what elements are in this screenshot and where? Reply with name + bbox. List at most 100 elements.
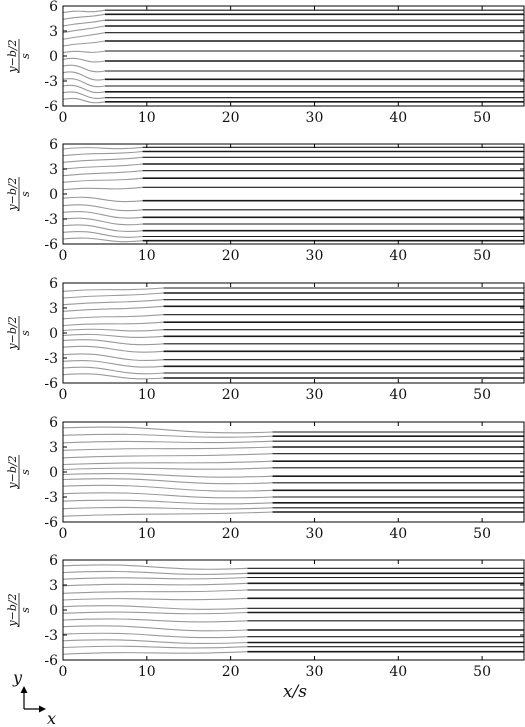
streamline-near bbox=[62, 204, 143, 212]
streamlines bbox=[62, 564, 524, 655]
streamline-near bbox=[62, 217, 143, 226]
streamline-near bbox=[62, 605, 248, 610]
y-axis-label-numerator: y−b/2 bbox=[6, 177, 19, 211]
streamline-near bbox=[62, 237, 143, 243]
streamline-near bbox=[62, 373, 164, 380]
x-tick-label: 20 bbox=[222, 248, 240, 264]
y-tick-label: 6 bbox=[49, 276, 58, 292]
streamline-panel-5: 0 10 20 30 40 50 -6 -3 0 3 6 y−b/2 s bbox=[6, 553, 525, 680]
streamline-near bbox=[62, 353, 164, 361]
streamline-near bbox=[62, 499, 273, 505]
streamline-panel-3: 0 10 20 30 40 50 -6 -3 0 3 6 y−b/2 s bbox=[6, 276, 525, 403]
streamline-near bbox=[62, 231, 143, 238]
streamline-near bbox=[62, 589, 248, 594]
streamline-near bbox=[62, 211, 143, 219]
plot-frame bbox=[62, 5, 525, 107]
y-axis-label: y−b/2 s bbox=[6, 593, 32, 628]
streamline-near bbox=[62, 639, 248, 645]
y-tick-label: 0 bbox=[49, 465, 58, 481]
y-tick-label: -3 bbox=[44, 212, 58, 228]
streamlines bbox=[62, 287, 524, 380]
axes-indicator-y-arrowhead bbox=[20, 686, 28, 693]
streamline-near bbox=[62, 146, 143, 150]
streamline-near bbox=[62, 625, 248, 632]
y-tick-label: 0 bbox=[49, 187, 58, 203]
streamline-near bbox=[62, 492, 273, 499]
y-tick-label: -6 bbox=[44, 653, 58, 669]
x-tick-label: 20 bbox=[222, 110, 240, 126]
streamline-near bbox=[62, 645, 248, 649]
y-axis-label-numerator: y−b/2 bbox=[6, 455, 19, 489]
x-tick-label: 10 bbox=[138, 110, 156, 126]
streamline-near bbox=[62, 632, 248, 639]
x-tick-label: 30 bbox=[306, 526, 324, 542]
y-tick-label: -6 bbox=[44, 515, 58, 531]
y-axis-label-numerator: y−b/2 bbox=[6, 39, 19, 73]
streamline-near bbox=[62, 345, 164, 353]
axis-ticks: 0 10 20 30 40 50 -6 -3 0 3 6 bbox=[44, 137, 524, 264]
streamline-near bbox=[62, 13, 106, 20]
plot-frame bbox=[62, 143, 525, 245]
x-tick-label: 50 bbox=[473, 387, 491, 403]
x-tick-label: 40 bbox=[389, 110, 407, 126]
y-axis-label-numerator: y−b/2 bbox=[6, 316, 19, 350]
x-tick-label: 50 bbox=[473, 664, 491, 680]
streamline-near bbox=[62, 478, 273, 485]
streamline-near bbox=[62, 292, 164, 299]
y-tick-label: -3 bbox=[44, 74, 58, 90]
streamline-near bbox=[62, 576, 248, 580]
y-tick-label: -6 bbox=[44, 237, 58, 253]
streamline-near bbox=[62, 582, 248, 587]
axis-ticks: 0 10 20 30 40 50 -6 -3 0 3 6 bbox=[44, 553, 524, 680]
streamline-near bbox=[62, 467, 273, 471]
x-tick-label: 30 bbox=[306, 664, 324, 680]
streamline-near bbox=[62, 186, 143, 191]
x-tick-label: 20 bbox=[222, 526, 240, 542]
x-tick-label: 40 bbox=[389, 664, 407, 680]
streamline-near bbox=[62, 453, 273, 459]
x-tick-label: 30 bbox=[306, 387, 324, 403]
y-tick-label: 0 bbox=[49, 49, 58, 65]
y-axis-label-denominator: s bbox=[19, 191, 32, 197]
streamline-near bbox=[62, 440, 273, 444]
x-tick-label: 0 bbox=[59, 664, 68, 680]
streamline-near bbox=[62, 163, 143, 170]
streamline-panel-4: 0 10 20 30 40 50 -6 -3 0 3 6 y−b/2 s bbox=[6, 415, 525, 542]
y-tick-label: 3 bbox=[49, 24, 58, 40]
axes-indicator: y x bbox=[12, 668, 56, 727]
streamline-near bbox=[62, 570, 248, 575]
y-axis-label-denominator: s bbox=[19, 330, 32, 336]
axis-ticks: 0 10 20 30 40 50 -6 -3 0 3 6 bbox=[44, 415, 524, 542]
streamline-near bbox=[62, 224, 143, 232]
streamline-near bbox=[62, 314, 164, 320]
x-tick-label: 20 bbox=[222, 387, 240, 403]
streamline-near bbox=[62, 156, 143, 163]
streamline-near bbox=[62, 618, 248, 623]
streamline-near bbox=[62, 321, 164, 327]
streamline-near bbox=[62, 177, 143, 183]
axes-indicator-y-label: y bbox=[12, 668, 23, 687]
streamline-near bbox=[62, 25, 106, 34]
streamline-near bbox=[62, 484, 273, 492]
streamline-near bbox=[62, 433, 273, 438]
y-tick-label: 3 bbox=[49, 301, 58, 317]
axis-ticks: 0 10 20 30 40 50 -6 -3 0 3 6 bbox=[44, 0, 524, 126]
streamline-near bbox=[62, 9, 106, 14]
streamline-near bbox=[62, 64, 106, 73]
y-axis-label: y−b/2 s bbox=[6, 177, 32, 212]
x-tick-label: 50 bbox=[473, 526, 491, 542]
axes-indicator-x-label: x bbox=[47, 709, 56, 727]
streamline-near bbox=[62, 564, 248, 570]
streamline-near bbox=[62, 511, 273, 517]
streamline-near bbox=[62, 328, 164, 332]
streamline-near bbox=[62, 40, 106, 47]
streamlines bbox=[62, 426, 524, 517]
y-tick-label: 3 bbox=[49, 440, 58, 456]
streamline-near bbox=[62, 50, 106, 54]
streamlines bbox=[62, 146, 524, 243]
x-axis-label: x/s bbox=[283, 682, 307, 702]
x-tick-label: 10 bbox=[138, 664, 156, 680]
streamline-near bbox=[62, 91, 106, 99]
streamline-near bbox=[62, 299, 164, 306]
